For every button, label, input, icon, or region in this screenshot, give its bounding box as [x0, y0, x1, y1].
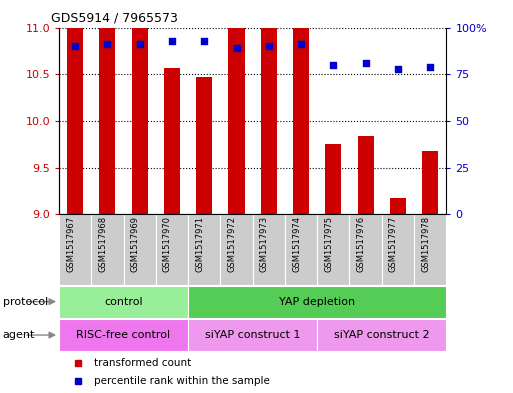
Bar: [59, 319, 188, 351]
Bar: [100, 7, 115, 214]
Text: GSM1517975: GSM1517975: [324, 216, 333, 272]
Bar: [325, 144, 342, 214]
Text: GSM1517969: GSM1517969: [131, 216, 140, 272]
Text: GSM1517974: GSM1517974: [292, 216, 301, 272]
Bar: [358, 136, 373, 214]
Bar: [390, 198, 406, 214]
Bar: [414, 214, 446, 285]
Text: GSM1517976: GSM1517976: [357, 216, 366, 272]
Text: YAP depletion: YAP depletion: [279, 297, 356, 307]
Bar: [59, 286, 188, 318]
Point: [362, 60, 370, 66]
Bar: [317, 214, 349, 285]
Bar: [252, 214, 285, 285]
Text: protocol: protocol: [3, 297, 48, 307]
Bar: [59, 214, 91, 285]
Bar: [188, 214, 221, 285]
Text: siYAP construct 2: siYAP construct 2: [334, 330, 429, 340]
Bar: [124, 214, 156, 285]
Point: [265, 43, 273, 49]
Point: [200, 37, 208, 44]
Text: GSM1517973: GSM1517973: [260, 216, 269, 272]
Bar: [285, 214, 317, 285]
Text: GSM1517972: GSM1517972: [227, 216, 236, 272]
Bar: [156, 214, 188, 285]
Text: GSM1517968: GSM1517968: [98, 216, 107, 272]
Point: [232, 45, 241, 51]
Text: transformed count: transformed count: [94, 358, 191, 368]
Bar: [349, 214, 382, 285]
Point: [168, 37, 176, 44]
Point: [394, 65, 402, 72]
Bar: [422, 151, 438, 214]
Point: [103, 41, 111, 48]
Bar: [293, 9, 309, 214]
Bar: [228, 2, 245, 214]
Text: siYAP construct 1: siYAP construct 1: [205, 330, 301, 340]
Text: percentile rank within the sample: percentile rank within the sample: [94, 376, 270, 386]
Bar: [261, 0, 277, 214]
Text: GSM1517971: GSM1517971: [195, 216, 204, 272]
Text: GSM1517967: GSM1517967: [66, 216, 75, 272]
Point: [297, 41, 305, 48]
Point: [329, 62, 338, 68]
Text: control: control: [104, 297, 143, 307]
Bar: [91, 214, 124, 285]
Bar: [317, 319, 446, 351]
Text: GDS5914 / 7965573: GDS5914 / 7965573: [51, 12, 178, 25]
Bar: [132, 2, 148, 214]
Bar: [67, 13, 83, 214]
Bar: [188, 286, 446, 318]
Text: GSM1517978: GSM1517978: [421, 216, 430, 272]
Bar: [188, 319, 317, 351]
Text: agent: agent: [3, 330, 35, 340]
Point: [135, 41, 144, 48]
Bar: [164, 68, 180, 214]
Bar: [196, 77, 212, 214]
Text: GSM1517977: GSM1517977: [389, 216, 398, 272]
Point: [426, 64, 435, 70]
Bar: [382, 214, 414, 285]
Text: GSM1517970: GSM1517970: [163, 216, 172, 272]
Point: [71, 43, 79, 49]
Text: RISC-free control: RISC-free control: [76, 330, 171, 340]
Bar: [221, 214, 252, 285]
